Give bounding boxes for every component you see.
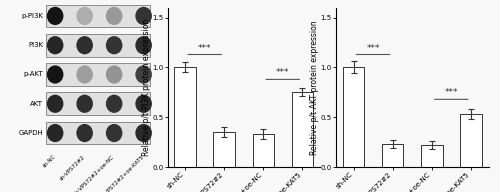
Bar <box>214 132 235 167</box>
Text: ***: *** <box>276 68 289 77</box>
Text: sh-VPS72#2: sh-VPS72#2 <box>59 154 86 181</box>
Ellipse shape <box>47 65 64 84</box>
Text: ***: *** <box>198 44 211 52</box>
Ellipse shape <box>136 36 152 54</box>
Ellipse shape <box>106 65 122 84</box>
Bar <box>46 5 150 27</box>
Ellipse shape <box>47 7 64 25</box>
Ellipse shape <box>106 124 122 142</box>
Text: PI3K: PI3K <box>28 42 44 48</box>
Bar <box>382 144 404 167</box>
Bar <box>460 114 481 167</box>
Text: ***: *** <box>444 88 458 97</box>
Text: AKT: AKT <box>30 101 44 107</box>
Text: ***: *** <box>366 44 380 52</box>
Ellipse shape <box>47 124 64 142</box>
Ellipse shape <box>47 36 64 54</box>
Ellipse shape <box>76 95 93 113</box>
Text: GAPDH: GAPDH <box>18 130 44 136</box>
Text: sh-VPS72#2+oe-NC: sh-VPS72#2+oe-NC <box>73 154 116 192</box>
Y-axis label: Relative p/t-AKT protein expression: Relative p/t-AKT protein expression <box>310 20 319 155</box>
Ellipse shape <box>106 95 122 113</box>
Ellipse shape <box>136 95 152 113</box>
Bar <box>174 67 196 167</box>
Bar <box>292 92 313 167</box>
Ellipse shape <box>76 36 93 54</box>
Bar <box>421 145 442 167</box>
Bar <box>46 92 150 115</box>
Ellipse shape <box>136 65 152 84</box>
Y-axis label: Relative p/t-PI3K protein expression: Relative p/t-PI3K protein expression <box>142 19 150 156</box>
Ellipse shape <box>106 36 122 54</box>
Ellipse shape <box>136 124 152 142</box>
Text: sh-NC: sh-NC <box>42 154 56 169</box>
Bar <box>46 34 150 57</box>
Bar <box>252 134 274 167</box>
Bar <box>46 122 150 144</box>
Ellipse shape <box>136 7 152 25</box>
Text: p-AKT: p-AKT <box>24 71 44 78</box>
Ellipse shape <box>76 124 93 142</box>
Text: p-PI3K: p-PI3K <box>22 13 44 19</box>
Text: sh-VPS72#2+oe-KAT5: sh-VPS72#2+oe-KAT5 <box>98 154 145 192</box>
Bar <box>343 67 364 167</box>
Ellipse shape <box>76 7 93 25</box>
Bar <box>46 63 150 86</box>
Ellipse shape <box>47 95 64 113</box>
Ellipse shape <box>106 7 122 25</box>
Ellipse shape <box>76 65 93 84</box>
